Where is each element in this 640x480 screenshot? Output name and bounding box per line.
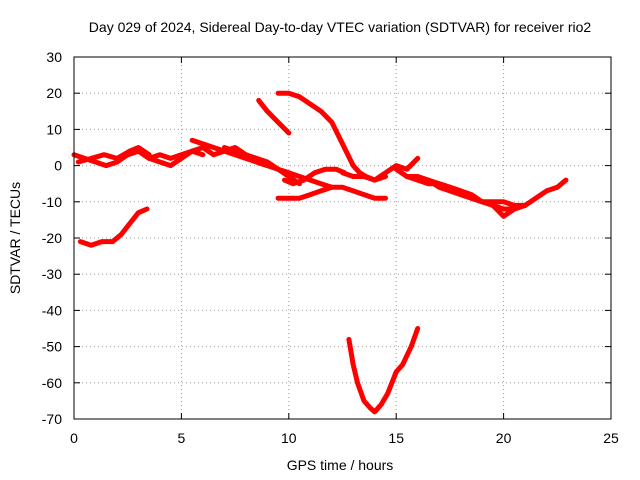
- y-tick-label: -40: [42, 302, 62, 318]
- y-tick-label: -70: [42, 411, 62, 427]
- y-tick-label: 30: [46, 49, 62, 65]
- series-line-track-3: [125, 145, 270, 169]
- x-tick-label: 20: [496, 430, 512, 446]
- series-layer: [71, 90, 569, 415]
- series-line-track-7: [256, 97, 292, 136]
- y-tick-label: -50: [42, 339, 62, 355]
- series-line-track-10: [282, 166, 348, 187]
- series-line-track-6: [77, 206, 150, 248]
- series-line-track-11: [340, 155, 421, 183]
- y-tick-label: -20: [42, 230, 62, 246]
- ticks: [73, 56, 612, 420]
- y-tick-label: -10: [42, 194, 62, 210]
- x-tick-label: 0: [70, 430, 78, 446]
- series-line-track-9: [275, 184, 388, 201]
- series-line-track-14: [425, 177, 569, 219]
- y-tick-label: 10: [46, 121, 62, 137]
- y-tick-label: 20: [46, 85, 62, 101]
- chart-title: Day 029 of 2024, Sidereal Day-to-day VTE…: [89, 19, 592, 35]
- x-tick-label: 5: [178, 430, 186, 446]
- y-tick-label: 0: [54, 158, 62, 174]
- y-tick-label: -60: [42, 375, 62, 391]
- y-axis-label: SDTVAR / TECUs: [7, 182, 23, 294]
- x-tick-label: 25: [603, 430, 619, 446]
- series-line-track-15: [346, 326, 421, 415]
- x-tick-label: 15: [388, 430, 404, 446]
- x-axis-label: GPS time / hours: [287, 457, 394, 473]
- y-tick-label: -30: [42, 266, 62, 282]
- series-line-track-2: [75, 145, 152, 165]
- y-tick-labels: -70 -60 -50 -40 -30 -20 -10 0 10 20 30: [42, 49, 62, 427]
- series-line-track-5: [221, 145, 335, 190]
- x-tick-label: 10: [281, 430, 297, 446]
- grid: [74, 57, 611, 419]
- x-tick-labels: 0 5 10 15 20 25: [70, 430, 619, 446]
